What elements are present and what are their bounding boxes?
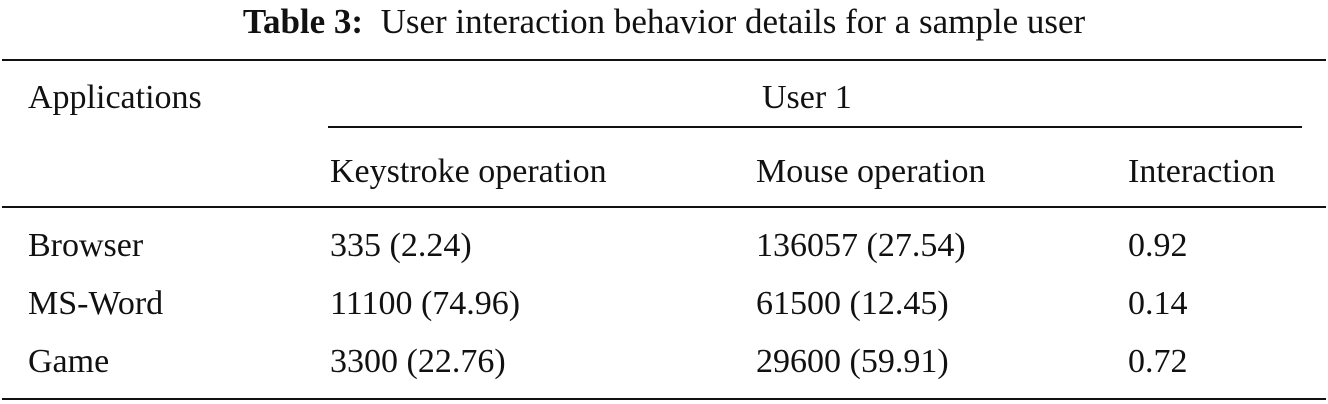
cell-interaction: 0.92	[1128, 227, 1188, 264]
group-header-rule	[328, 126, 1302, 128]
cell-application: Browser	[28, 227, 144, 264]
cell-keystroke: 11100 (74.96)	[330, 285, 521, 322]
header-keystroke-operation: Keystroke operation	[330, 153, 607, 190]
header-mouse-operation: Mouse operation	[756, 153, 986, 190]
cell-mouse: 29600 (59.91)	[756, 343, 949, 380]
header-user-group: User 1	[762, 79, 852, 116]
header-applications: Applications	[28, 79, 202, 116]
cell-keystroke: 335 (2.24)	[330, 227, 472, 264]
cell-interaction: 0.14	[1128, 285, 1188, 322]
cell-mouse: 136057 (27.54)	[756, 227, 966, 264]
table-top-rule	[2, 59, 1326, 61]
table-caption: Table 3: User interaction behavior detai…	[0, 0, 1328, 44]
cell-mouse: 61500 (12.45)	[756, 285, 949, 322]
caption-text: User interaction behavior details for a …	[380, 2, 1086, 41]
header-bottom-rule	[2, 206, 1326, 208]
header-interaction: Interaction	[1128, 153, 1276, 190]
cell-keystroke: 3300 (22.76)	[330, 343, 506, 380]
cell-application: Game	[28, 343, 110, 380]
caption-label: Table 3:	[242, 2, 364, 41]
table-bottom-rule	[2, 398, 1326, 400]
cell-application: MS-Word	[28, 285, 164, 322]
cell-interaction: 0.72	[1128, 343, 1188, 380]
